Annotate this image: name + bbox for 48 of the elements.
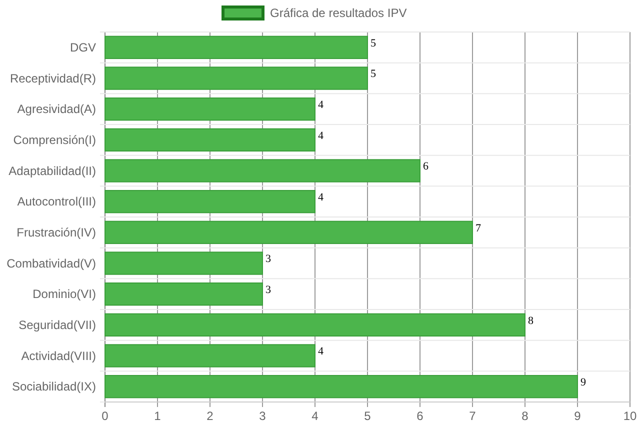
x-tick-label: 8 [522,409,529,423]
y-tick-label: Seguridad(VII) [18,318,96,332]
y-tick-label: Sociabilidad(IX) [12,380,96,394]
bar [104,220,473,244]
y-tick-label: DGV [70,40,96,54]
x-tick-label: 6 [416,409,424,423]
data-label: 4 [318,130,324,142]
x-tick-label: 9 [574,409,582,423]
legend-label: Gráfica de resultados IPV [270,6,407,20]
x-tick-label: 1 [154,409,162,423]
bar [104,128,316,152]
bar [104,190,316,214]
data-label: 4 [318,346,324,358]
x-tick-label: 10 [623,409,637,423]
data-label: 4 [318,191,324,204]
x-tick-label: 5 [364,409,372,423]
bar [104,97,316,121]
bar [104,159,420,182]
data-label: 3 [266,253,272,266]
data-label: 5 [370,68,376,80]
bar [104,282,263,306]
data-label: 4 [318,98,324,111]
bar [104,374,578,398]
bar [104,66,368,90]
data-label: 9 [580,376,586,388]
y-tick-label: Actividad(VIII) [21,348,96,363]
y-tick-label: Comprensión(I) [13,132,96,147]
y-tick-label: Autocontrol(III) [17,194,96,209]
bar [104,313,526,337]
data-label: 8 [528,314,534,327]
x-tick-label: 0 [102,409,109,423]
data-label: 3 [266,284,272,296]
x-tick-label: 7 [469,409,476,423]
x-tick-label: 3 [259,409,266,423]
bar [104,36,368,60]
data-label: 5 [370,37,376,50]
y-tick-label: Agresividad(A) [17,102,96,116]
bar [104,344,316,368]
x-tick-label: 2 [206,409,214,423]
y-tick-label: Combatividad(V) [6,256,96,270]
y-tick-label: Receptividad(R) [10,71,96,86]
data-label: 7 [476,222,482,234]
bar [104,252,263,275]
y-tick-label: Dominio(VI) [32,287,96,302]
x-tick-label: 4 [312,409,319,423]
y-tick-label: Adaptabilidad(II) [8,164,96,178]
data-label: 6 [423,160,429,173]
y-tick-label: Frustración(IV) [16,225,96,240]
